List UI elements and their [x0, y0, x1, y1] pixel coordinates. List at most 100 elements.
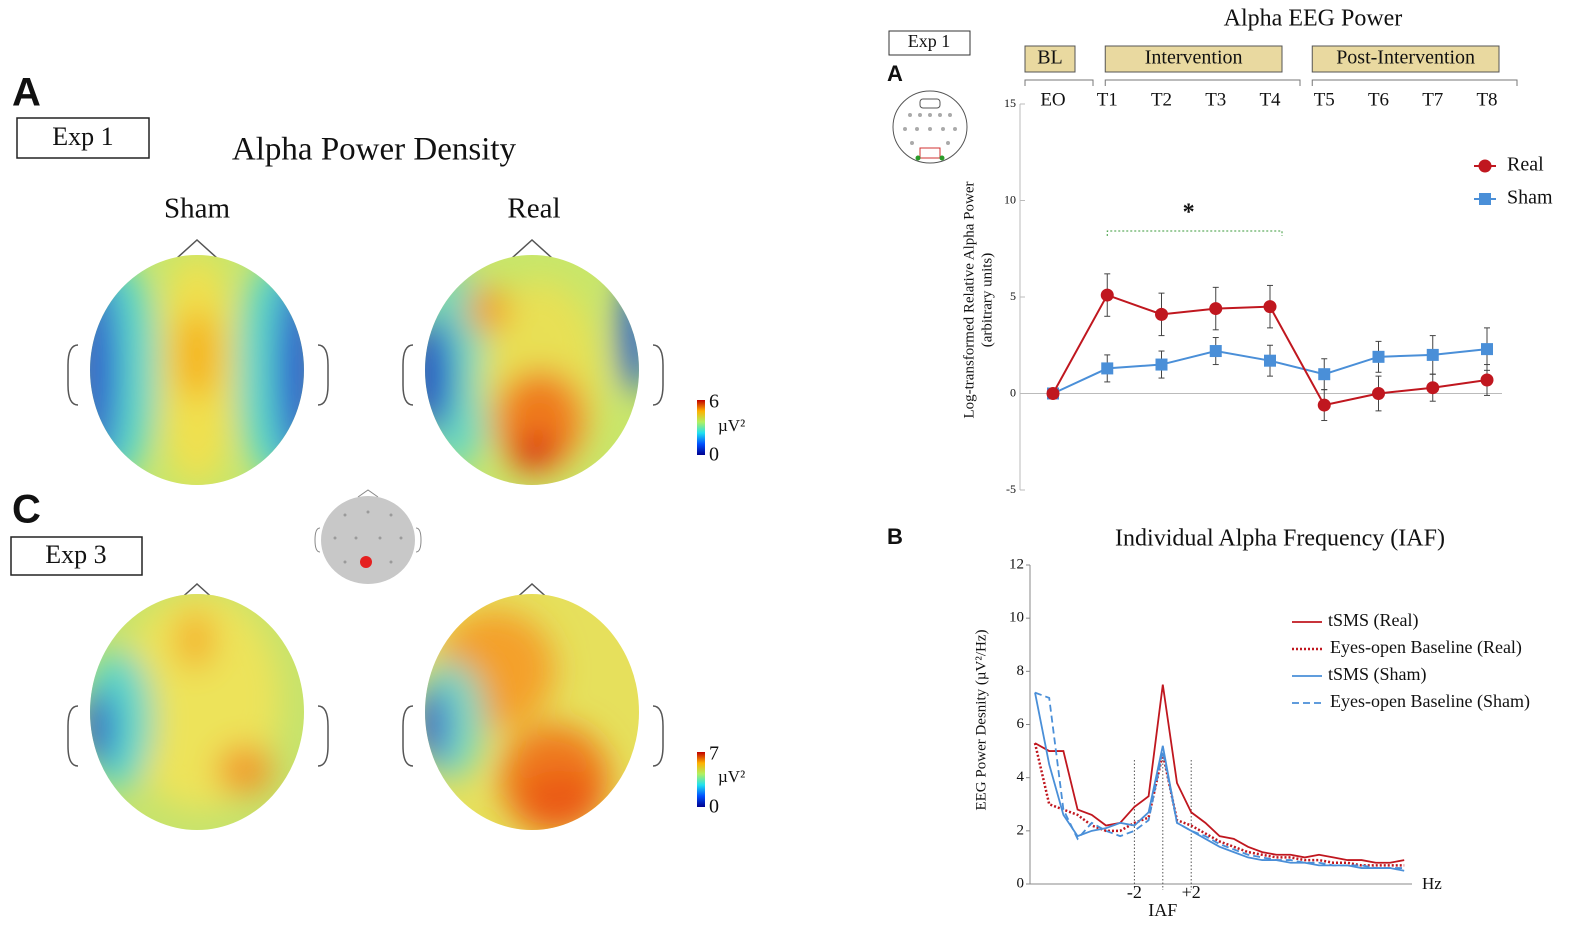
x-tick-label: T3: [1205, 89, 1226, 110]
decoration: [366, 510, 370, 514]
decoration: [425, 610, 610, 830]
data-point: [1155, 358, 1168, 371]
x-tick-label: T7: [1422, 89, 1443, 110]
series-line: [1034, 691, 1405, 869]
decoration: [357, 489, 379, 498]
electrode-icon: [314, 489, 422, 584]
legend-marker: [1478, 159, 1492, 173]
decoration: [333, 510, 403, 564]
x-tick-label: T6: [1368, 89, 1389, 110]
colorbar-max: 7: [709, 743, 719, 765]
decoration: [90, 688, 113, 768]
x-axis-label: Hz: [1422, 874, 1442, 893]
y-axis-label: EEG Power Desnity (µV²/Hz): [973, 629, 989, 810]
significance-marker: *: [1183, 200, 1195, 226]
condition-label: Sham: [164, 193, 231, 225]
exp-box: [888, 30, 971, 56]
legend-label: tSMS (Sham): [1328, 664, 1427, 685]
significance-bracket: [1106, 230, 1283, 236]
decoration: [466, 286, 510, 334]
head-outlines: [67, 238, 664, 767]
topomap: [90, 255, 304, 485]
phase-bracket: [1104, 79, 1301, 86]
decoration: [360, 556, 372, 568]
data-point: [1101, 362, 1114, 375]
decoration: [317, 344, 329, 406]
x-tick-label: T1: [1097, 89, 1118, 110]
phase-box: [1104, 45, 1283, 73]
y-tick-label: 4: [1017, 769, 1025, 785]
decoration: [317, 705, 329, 767]
phase-label: Post-Intervention: [1336, 47, 1475, 69]
chart-title: Alpha EEG Power: [1224, 6, 1403, 32]
decoration: [948, 113, 952, 117]
data-point: [1372, 387, 1385, 400]
data-point: [1209, 345, 1222, 358]
panel-letter: A: [12, 71, 41, 115]
decoration: [67, 705, 79, 767]
decoration: [652, 344, 664, 406]
data-point: [1155, 307, 1168, 321]
y-tick-label: 15: [1004, 96, 1016, 110]
colorbar-max: 6: [709, 391, 719, 413]
colorbar: [697, 400, 705, 455]
phase-bracket: [1024, 79, 1094, 86]
y-tick-label: 10: [1004, 192, 1016, 206]
chart-a: Exp 1 A Alpha EEG Power: [887, 6, 1402, 164]
decoration: [343, 513, 347, 517]
x-tick-label: T8: [1476, 89, 1497, 110]
y-axis-label: Log-transformed Relative Alpha Power: [961, 181, 977, 418]
y-tick-label: 0: [1017, 875, 1025, 891]
panel-letter: C: [12, 488, 41, 532]
exp-label: Exp 1: [52, 122, 113, 151]
data-point: [1426, 381, 1440, 395]
decoration: [90, 255, 304, 485]
x-tick-label: T5: [1314, 89, 1335, 110]
decoration: [90, 594, 280, 810]
x-tick-label: T2: [1151, 89, 1172, 110]
decoration: [928, 127, 932, 131]
decoration: [619, 275, 639, 395]
data-point: [1046, 387, 1060, 400]
x-tick-label: EO: [1040, 89, 1065, 110]
data-point: [1481, 343, 1493, 356]
x-tick-label: T4: [1259, 89, 1281, 110]
data-point: [1372, 350, 1385, 363]
decoration: [175, 310, 219, 400]
decoration: [333, 536, 337, 540]
phase-box: [1024, 45, 1076, 73]
decoration: [389, 513, 393, 517]
condition-label: Real: [507, 193, 560, 225]
x-tick-label: -2: [1127, 882, 1142, 902]
decoration: [90, 270, 118, 470]
decoration: [908, 113, 912, 117]
colorbar: [697, 752, 705, 807]
decoration: [399, 536, 403, 540]
decoration: [402, 344, 414, 406]
phase-box: [1311, 45, 1500, 73]
decoration: [354, 536, 358, 540]
decoration: [389, 560, 393, 564]
colorbar-unit: µV²: [718, 767, 745, 786]
decoration: [425, 315, 452, 435]
topomap: [90, 594, 304, 830]
exp-box: [10, 536, 143, 576]
legend-label: tSMS (Real): [1328, 610, 1419, 631]
decoration: [910, 141, 914, 145]
decoration: [402, 705, 414, 767]
decoration: [343, 560, 347, 564]
decoration: [915, 127, 919, 131]
chart-title: Individual Alpha Frequency (IAF): [1115, 526, 1445, 552]
decoration: [67, 344, 79, 406]
decoration: [919, 147, 941, 159]
colorbar-min: 0: [709, 796, 719, 818]
decoration: [941, 127, 945, 131]
legend-marker: [1479, 193, 1491, 205]
legend-label: Sham: [1507, 187, 1553, 209]
phase-label: Intervention: [1145, 47, 1243, 69]
decoration: [938, 113, 942, 117]
x-tick-label: +2: [1182, 882, 1201, 902]
series-line: [1034, 684, 1405, 864]
